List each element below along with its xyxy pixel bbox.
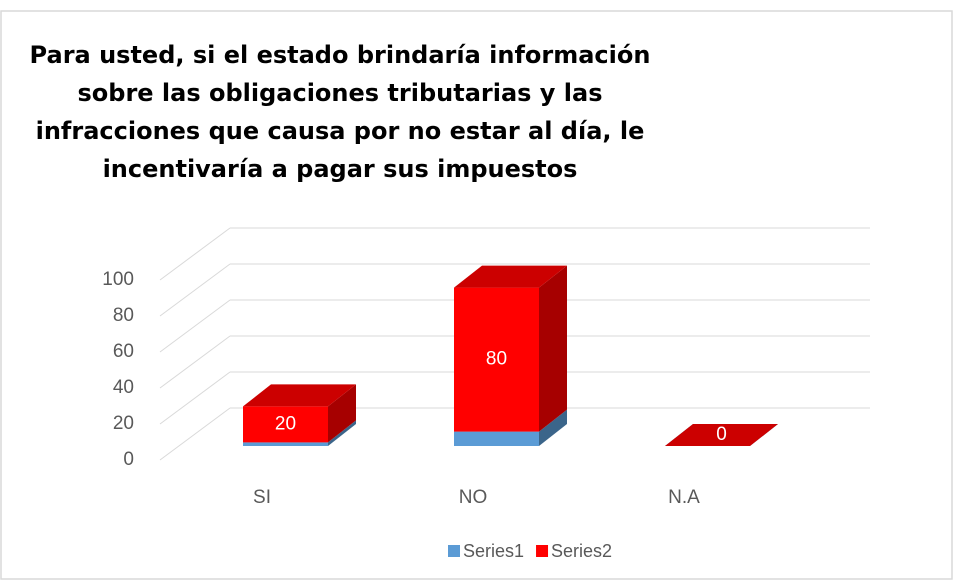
data-label: 0	[716, 424, 727, 445]
y-tick-label: 100	[102, 269, 134, 290]
bar-front	[454, 287, 539, 432]
bar-top	[454, 265, 567, 288]
chart-border	[0, 10, 953, 580]
grid-line	[159, 263, 231, 317]
grid-line	[159, 227, 231, 281]
y-tick-label: 20	[113, 413, 134, 434]
bar-front	[243, 442, 328, 446]
grid-line	[159, 371, 231, 425]
legend-label: Series1	[463, 541, 524, 561]
y-tick-label: 0	[123, 449, 134, 470]
chart-title: Para usted, si el estado brindaría infor…	[29, 41, 651, 183]
grid-line	[159, 407, 231, 461]
bar-top	[243, 384, 356, 407]
x-tick-label: N.A	[668, 487, 700, 508]
x-tick-label: NO	[459, 487, 488, 508]
grid-line	[159, 335, 231, 389]
bar-side	[539, 265, 567, 432]
bar-front	[243, 406, 328, 443]
data-label: 20	[275, 413, 296, 434]
y-tick-label: 40	[113, 377, 134, 398]
y-tick-label: 80	[113, 305, 134, 326]
grid-line	[159, 299, 231, 353]
bar-side	[539, 409, 567, 446]
legend-swatch	[448, 545, 460, 557]
bar-side	[328, 420, 356, 446]
bar-side	[328, 384, 356, 443]
legend-label: Series2	[551, 541, 612, 561]
bar-top	[665, 424, 778, 446]
legend-swatch	[536, 545, 549, 557]
x-tick-label: SI	[253, 487, 271, 508]
data-label: 80	[486, 349, 507, 370]
y-tick-label: 60	[113, 341, 134, 362]
bar-front	[454, 431, 539, 446]
